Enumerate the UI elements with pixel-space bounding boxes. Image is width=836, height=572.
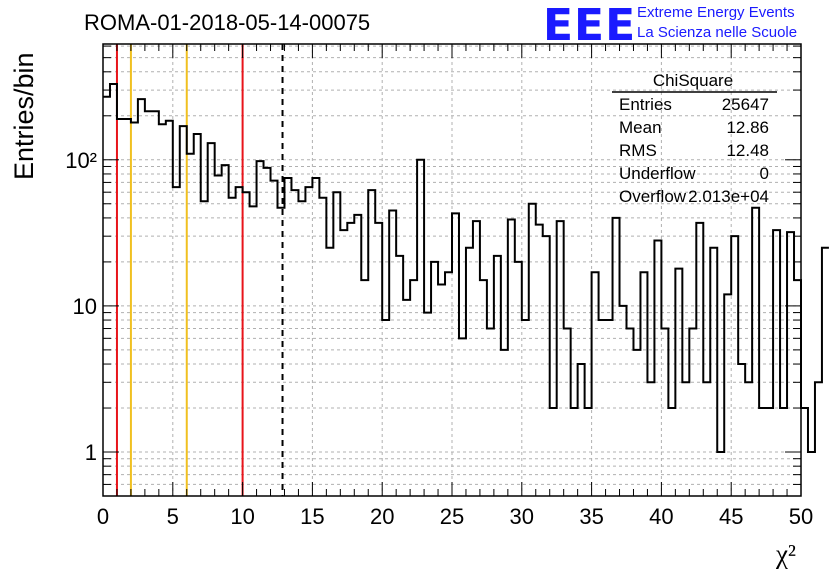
x-tick-label: 30 [510, 504, 534, 529]
x-tick-label: 50 [789, 504, 813, 529]
stats-value-entries: 25647 [722, 95, 769, 114]
eee-logo: EEE [543, 0, 637, 51]
x-tick-label: 5 [167, 504, 179, 529]
x-axis-title: χ² [775, 539, 796, 569]
x-tick-label: 25 [440, 504, 464, 529]
stats-box: ChiSquare Entries 25647 Mean 12.86 RMS 1… [612, 71, 777, 206]
x-tick-label: 35 [579, 504, 603, 529]
stats-label-mean: Mean [619, 118, 662, 137]
y-tick-label: 10 [73, 294, 97, 319]
stats-value-mean: 12.86 [726, 118, 769, 137]
stats-value-underflow: 0 [760, 164, 769, 183]
y-tick-label: 10² [65, 148, 97, 173]
axis-ticks: 0 5 10 15 20 25 30 35 40 45 50 1 10 10² [65, 44, 813, 529]
stats-value-overflow: 2.013e+04 [688, 187, 769, 206]
stats-label-rms: RMS [619, 141, 657, 160]
stats-title: ChiSquare [653, 71, 733, 90]
stats-label-overflow: Overflow [619, 187, 687, 206]
marker-lines [115, 44, 284, 496]
x-tick-label: 10 [230, 504, 254, 529]
stats-value-rms: 12.48 [726, 141, 769, 160]
histogram-series [103, 83, 829, 454]
logo-line-1: Extreme Energy Events [637, 4, 795, 21]
y-tick-label: 1 [85, 440, 97, 465]
logo-line-2: La Scienza nelle Scuole [637, 24, 798, 41]
stats-label-underflow: Underflow [619, 164, 696, 183]
x-tick-label: 20 [370, 504, 394, 529]
x-tick-label: 40 [649, 504, 673, 529]
y-axis-title: Entries/bin [9, 52, 39, 180]
x-tick-label: 15 [300, 504, 324, 529]
x-tick-label: 0 [97, 504, 109, 529]
page-title: ROMA-01-2018-05-14-00075 [84, 10, 371, 35]
x-tick-label: 45 [719, 504, 743, 529]
stats-label-entries: Entries [619, 95, 672, 114]
